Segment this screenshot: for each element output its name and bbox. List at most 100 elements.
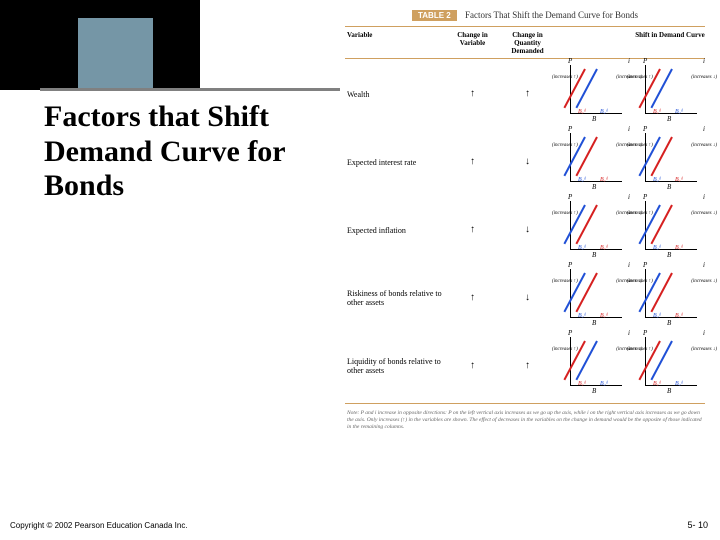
shift-graph: PiB(increases ↑)(increases ↓)B₁ᵈB₂ᵈ (635, 63, 705, 123)
label-i: i (628, 261, 630, 269)
label-bd2: B₂ᵈ (653, 177, 661, 183)
table-row: Expected inflationPiB(increases ↑)(incre… (345, 195, 705, 263)
arrow-up-icon (525, 90, 530, 98)
demand-graph: PiB(increases ↑)(increases ↓)B₁ᵈB₂ᵈ (560, 131, 630, 191)
label-bd2: B₂ᵈ (578, 245, 586, 251)
demand-line-1 (575, 273, 597, 313)
label-i: i (703, 329, 705, 337)
label-inc-left: (increases ↑) (552, 347, 578, 352)
label-inc-right: (increases ↓) (691, 347, 717, 352)
th-variable: Variable (345, 31, 445, 55)
demand-line-2 (650, 341, 672, 381)
label-inc-left: (increases ↑) (552, 143, 578, 148)
label-bd1: B₁ᵈ (600, 245, 608, 251)
cell-graph: PiB(increases ↑)(increases ↓)B₁ᵈB₂ᵈ (555, 63, 635, 123)
label-b: B (592, 387, 596, 395)
label-inc-left: (increases ↑) (627, 143, 653, 148)
label-p: P (568, 261, 572, 269)
axis-y (645, 133, 646, 181)
demand-graph: PiB(increases ↑)(increases ↓)B₁ᵈB₂ᵈ (560, 199, 630, 259)
label-b: B (667, 251, 671, 259)
label-bd2: B₂ᵈ (600, 109, 608, 115)
axis-y (570, 133, 571, 181)
cell-quantity (500, 156, 555, 167)
label-i: i (703, 125, 705, 133)
th-shift: Shift in Demand Curve (635, 31, 705, 55)
table-label: TABLE 2 (412, 10, 457, 21)
table-figure: TABLE 2 Factors That Shift the Demand Cu… (345, 8, 705, 518)
label-bd1: B₁ᵈ (675, 245, 683, 251)
demand-graph: PiB(increases ↑)(increases ↓)B₁ᵈB₂ᵈ (560, 335, 630, 395)
cell-graph: PiB(increases ↑)(increases ↓)B₁ᵈB₂ᵈ (555, 335, 635, 395)
cell-shift: PiB(increases ↑)(increases ↓)B₁ᵈB₂ᵈ (635, 131, 705, 191)
cell-change (445, 156, 500, 167)
shift-graph: PiB(increases ↑)(increases ↓)B₁ᵈB₂ᵈ (635, 335, 705, 395)
decor-blue-block (78, 18, 153, 88)
label-bd2: B₂ᵈ (675, 109, 683, 115)
label-bd2: B₂ᵈ (653, 245, 661, 251)
table-row: WealthPiB(increases ↑)(increases ↓)B₁ᵈB₂… (345, 59, 705, 127)
title-panel: Factors that Shift Demand Curve for Bond… (0, 0, 340, 540)
demand-line-1 (650, 273, 672, 313)
axis-y (570, 337, 571, 385)
label-inc-left: (increases ↑) (552, 211, 578, 216)
label-p: P (568, 329, 572, 337)
th-change: Change in Variable (445, 31, 500, 55)
label-i: i (628, 329, 630, 337)
label-inc-right: (increases ↓) (691, 75, 717, 80)
label-p: P (643, 125, 647, 133)
table-header-row: Variable Change in Variable Change in Qu… (345, 31, 705, 59)
arrow-up-icon (470, 294, 475, 302)
cell-variable: Liquidity of bonds relative to other ass… (345, 355, 445, 375)
label-inc-right: (increases ↓) (691, 211, 717, 216)
demand-line-1 (650, 137, 672, 177)
label-i: i (703, 193, 705, 201)
label-bd2: B₂ᵈ (600, 381, 608, 387)
arrow-down-icon (525, 294, 530, 302)
decor-gray-line (40, 88, 340, 91)
axis-y (645, 201, 646, 249)
axis-y (570, 269, 571, 317)
axis-y (645, 337, 646, 385)
th-graph (555, 31, 635, 55)
demand-line-2 (650, 69, 672, 109)
label-bd1: B₁ᵈ (653, 381, 661, 387)
cell-shift: PiB(increases ↑)(increases ↓)B₁ᵈB₂ᵈ (635, 63, 705, 123)
page-number: 5- 10 (687, 520, 708, 530)
axis-y (645, 269, 646, 317)
label-p: P (643, 193, 647, 201)
label-i: i (628, 193, 630, 201)
label-p: P (643, 57, 647, 65)
table-note: Note: P and i increase in opposite direc… (345, 403, 705, 431)
table-row: Expected interest rate PiB(increases ↑)(i… (345, 127, 705, 195)
label-bd1: B₁ᵈ (675, 177, 683, 183)
table-body: WealthPiB(increases ↑)(increases ↓)B₁ᵈB₂… (345, 59, 705, 399)
copyright-text: Copyright © 2002 Pearson Education Canad… (10, 521, 188, 530)
axis-y (570, 65, 571, 113)
label-bd2: B₂ᵈ (675, 381, 683, 387)
label-i: i (628, 57, 630, 65)
label-p: P (568, 125, 572, 133)
label-inc-left: (increases ↑) (552, 75, 578, 80)
label-bd2: B₂ᵈ (578, 313, 586, 319)
label-inc-left: (increases ↑) (627, 75, 653, 80)
demand-line-1 (575, 205, 597, 245)
demand-line-2 (575, 69, 597, 109)
table-row: Riskiness of bonds relative to other ass… (345, 263, 705, 331)
cell-shift: PiB(increases ↑)(increases ↓)B₁ᵈB₂ᵈ (635, 335, 705, 395)
label-p: P (643, 261, 647, 269)
table-caption: TABLE 2 Factors That Shift the Demand Cu… (345, 8, 705, 27)
label-i: i (703, 261, 705, 269)
label-b: B (667, 319, 671, 327)
label-bd1: B₁ᵈ (653, 109, 661, 115)
label-inc-left: (increases ↑) (627, 211, 653, 216)
cell-variable: Expected interest rate (345, 156, 445, 167)
label-p: P (568, 193, 572, 201)
arrow-up-icon (470, 158, 475, 166)
shift-graph: PiB(increases ↑)(increases ↓)B₁ᵈB₂ᵈ (635, 131, 705, 191)
cell-shift: PiB(increases ↑)(increases ↓)B₁ᵈB₂ᵈ (635, 199, 705, 259)
label-inc-right: (increases ↓) (691, 143, 717, 148)
axis-y (645, 65, 646, 113)
shift-graph: PiB(increases ↑)(increases ↓)B₁ᵈB₂ᵈ (635, 199, 705, 259)
label-i: i (628, 125, 630, 133)
